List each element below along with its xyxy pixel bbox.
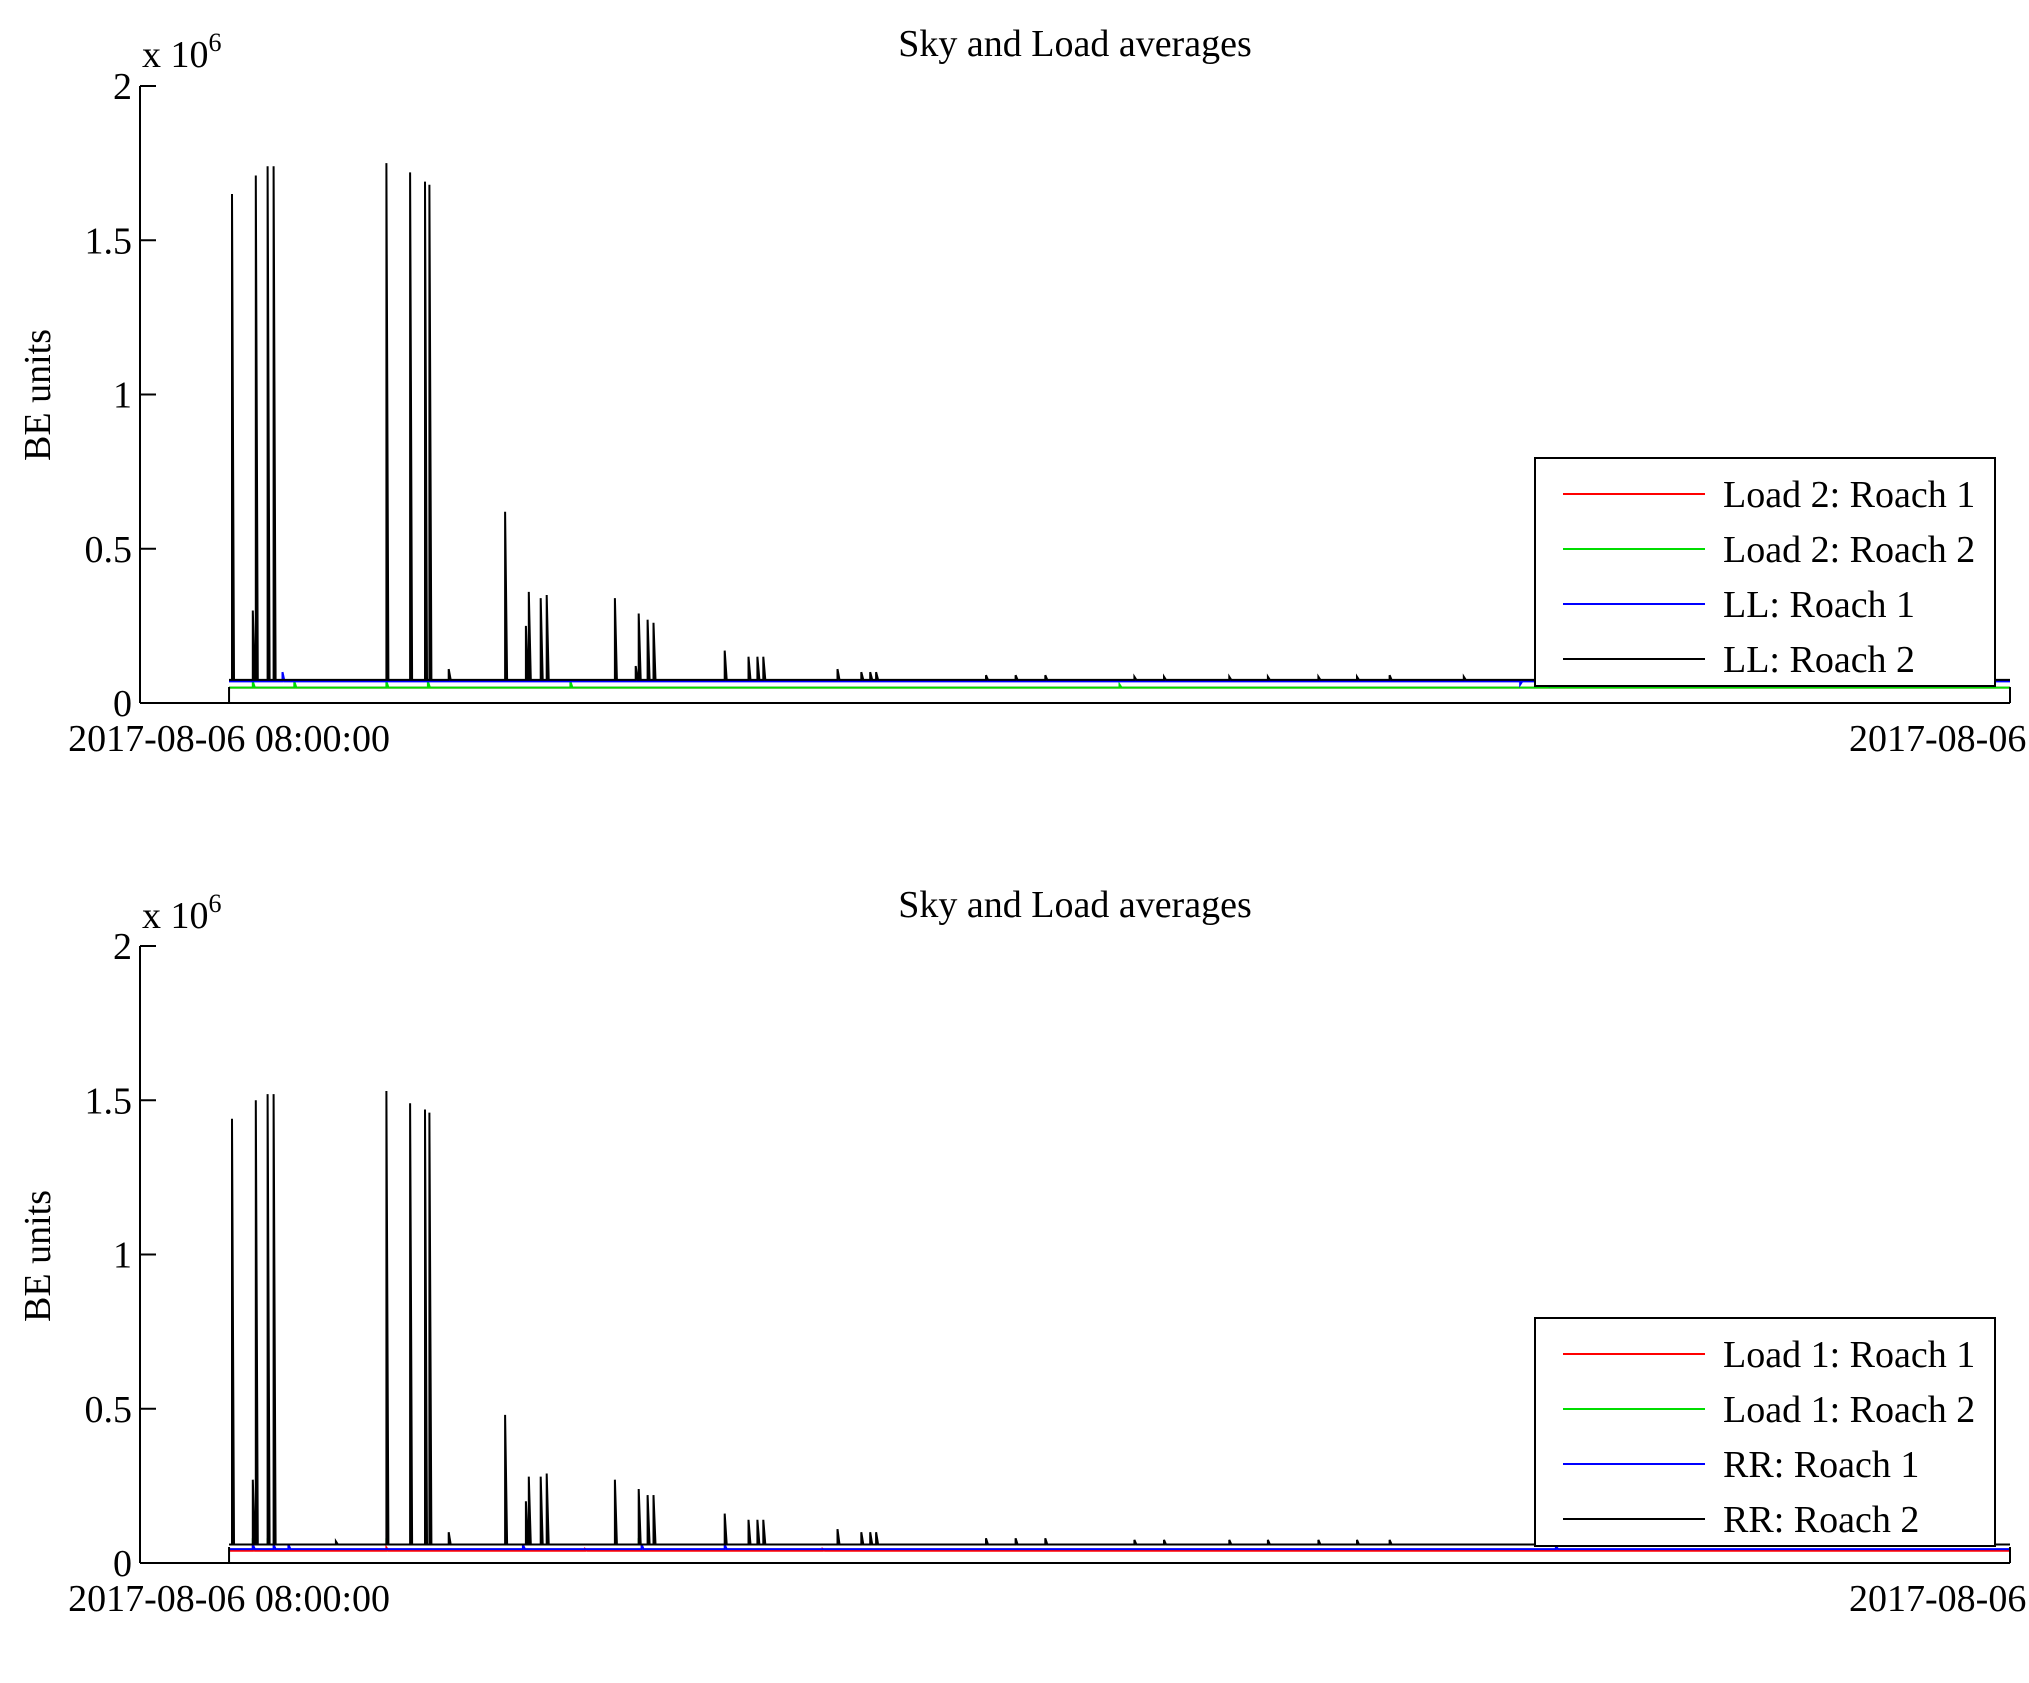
y-tick-label-top-0: 0 xyxy=(113,683,132,725)
legend-box-bottom xyxy=(1534,1317,1996,1547)
x-tick-label-top-0: 2017-08-06 08:00:00 xyxy=(68,718,390,760)
y-tick-label-bottom-2: 1 xyxy=(113,1235,132,1277)
axes-top: 0 0.5 1 1.5 2 2017-08-06 08:00:00 2017-08-06 0… xyxy=(68,66,2029,760)
y-tick-label-top-2: 1 xyxy=(113,375,132,417)
axes-bottom: 0 0.5 1 1.5 2 2017-08-06 08:00:00 2017-08-06 0… xyxy=(68,926,2029,1620)
legend-label-top-0: Load 2: Roach 1 xyxy=(1723,474,1975,516)
legend-top: Load 2: Roach 1 Load 2: Roach 2 LL: Roach … xyxy=(1534,457,1996,687)
legend-label-bottom-2: RR: Roach 1 xyxy=(1723,1444,1919,1486)
y-tick-label-top-4: 2 xyxy=(113,66,132,108)
legend-box-top xyxy=(1534,457,1996,687)
x-tick-label-bottom-0: 2017-08-06 08:00:00 xyxy=(68,1578,390,1620)
chart-title-top: Sky and Load averages xyxy=(898,23,1252,65)
legend-label-top-3: LL: Roach 2 xyxy=(1723,639,1915,681)
y-tick-label-bottom-3: 1.5 xyxy=(85,1080,133,1122)
series-layer-top xyxy=(229,163,2010,689)
legend-bottom: Load 1: Roach 1 Load 1: Roach 2 RR: Roach … xyxy=(1534,1317,1996,1547)
subplot-bottom: Sky and Load averages x 106 BE units 0 0.… xyxy=(17,884,2029,1620)
y-exponent-label-bottom: x 106 xyxy=(142,889,222,937)
x-tick-label-top-1: 2017-08-06 09:00:00 xyxy=(1849,718,2029,760)
y-axis-label-bottom: BE units xyxy=(17,1190,59,1322)
y-tick-label-bottom-4: 2 xyxy=(113,926,132,968)
series-line-top-3 xyxy=(229,163,2010,681)
y-axis-label-top: BE units xyxy=(17,329,59,461)
y-tick-label-top-3: 1.5 xyxy=(85,220,133,262)
y-tick-label-bottom-1: 0.5 xyxy=(85,1389,133,1431)
series-layer-bottom xyxy=(229,1090,2010,1552)
legend-label-bottom-1: Load 1: Roach 2 xyxy=(1723,1389,1975,1431)
subplot-top: Sky and Load averages x 106 BE units 0 0.… xyxy=(17,23,2029,760)
legend-label-top-1: Load 2: Roach 2 xyxy=(1723,529,1975,571)
series-line-bottom-3 xyxy=(229,1090,2010,1546)
y-tick-label-bottom-0: 0 xyxy=(113,1543,132,1585)
y-tick-label-top-1: 0.5 xyxy=(85,529,133,571)
legend-label-bottom-0: Load 1: Roach 1 xyxy=(1723,1334,1975,1376)
x-tick-label-bottom-1: 2017-08-06 09:00:00 xyxy=(1849,1578,2029,1620)
y-exponent-label-top: x 106 xyxy=(142,28,222,76)
chart-title-bottom: Sky and Load averages xyxy=(898,884,1252,926)
legend-label-bottom-3: RR: Roach 2 xyxy=(1723,1499,1919,1541)
legend-label-top-2: LL: Roach 1 xyxy=(1723,584,1915,626)
